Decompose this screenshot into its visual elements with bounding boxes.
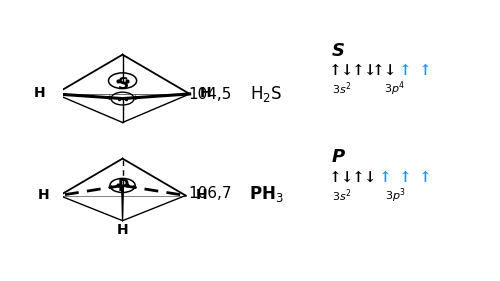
Text: $3s^2$: $3s^2$ bbox=[332, 81, 351, 97]
Text: ↑↓: ↑↓ bbox=[329, 64, 354, 78]
Text: ↑: ↑ bbox=[398, 171, 411, 185]
Text: ↑: ↑ bbox=[419, 171, 432, 185]
Text: ↑↓: ↑↓ bbox=[352, 171, 378, 185]
Text: P: P bbox=[332, 148, 345, 166]
Text: ↑↓: ↑↓ bbox=[329, 171, 354, 185]
Text: S: S bbox=[332, 42, 345, 60]
Text: PH$_3$: PH$_3$ bbox=[248, 184, 284, 204]
Text: H: H bbox=[38, 188, 49, 202]
Text: ↑↓: ↑↓ bbox=[352, 64, 378, 78]
Text: H: H bbox=[200, 86, 211, 100]
Text: $3s^2$: $3s^2$ bbox=[332, 188, 351, 204]
Text: H: H bbox=[34, 86, 46, 100]
Text: ↑: ↑ bbox=[419, 64, 432, 78]
Text: ↑↓: ↑↓ bbox=[372, 64, 398, 78]
Text: ↑: ↑ bbox=[378, 171, 392, 185]
Text: $3p^3$: $3p^3$ bbox=[384, 187, 406, 205]
Text: 104,5: 104,5 bbox=[188, 87, 232, 102]
Text: 106,7: 106,7 bbox=[188, 186, 232, 201]
Text: ↑: ↑ bbox=[398, 64, 411, 78]
Text: H: H bbox=[117, 223, 128, 237]
Text: S: S bbox=[118, 78, 128, 92]
Text: $3p^4$: $3p^4$ bbox=[384, 80, 406, 98]
Text: H$_2$S: H$_2$S bbox=[250, 84, 282, 104]
Text: H: H bbox=[196, 188, 207, 202]
Text: P: P bbox=[118, 179, 128, 194]
Polygon shape bbox=[122, 187, 124, 221]
